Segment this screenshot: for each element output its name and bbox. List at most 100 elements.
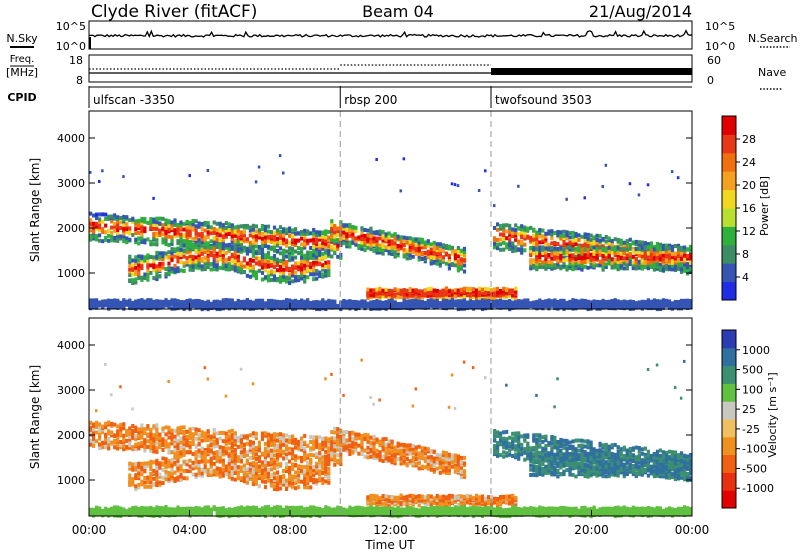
echo-cell xyxy=(122,447,126,452)
echo-cell xyxy=(661,298,665,303)
echo-cell xyxy=(586,257,590,262)
echo-cell xyxy=(453,256,457,261)
echo-cell xyxy=(236,262,240,267)
echo-cell xyxy=(263,304,268,308)
echo-cell xyxy=(619,247,623,252)
echo-cell xyxy=(327,301,331,306)
echo-cell xyxy=(282,255,286,260)
echo-cell xyxy=(242,300,246,305)
echo-cell xyxy=(254,261,258,266)
echo-cell xyxy=(312,231,316,236)
echo-cell xyxy=(339,233,343,238)
echo-cell xyxy=(188,430,192,435)
echo-cell xyxy=(285,265,289,270)
echo-cell xyxy=(185,225,189,230)
echo-cell xyxy=(625,239,629,244)
echo-cell xyxy=(676,300,681,304)
echo-cell xyxy=(547,263,551,268)
echo-cell xyxy=(116,228,120,232)
echo-cell xyxy=(137,482,141,487)
echo-cell xyxy=(453,253,457,258)
echo-cell xyxy=(251,258,255,263)
echo-cell xyxy=(607,245,611,250)
echo-cell xyxy=(387,239,391,244)
echo-cell xyxy=(480,303,485,308)
echo-cell xyxy=(116,438,120,442)
echo-cell xyxy=(282,241,286,246)
echo-cell xyxy=(128,464,132,468)
echo-cell xyxy=(541,260,545,265)
echo-cell xyxy=(613,263,617,268)
echo-cell xyxy=(315,259,319,264)
colorbar-tick-label: 8 xyxy=(742,248,749,261)
echo-cell xyxy=(381,294,385,299)
echo-cell xyxy=(372,248,376,253)
echo-cell xyxy=(230,246,234,251)
echo-cell xyxy=(152,226,156,231)
echo-cell xyxy=(303,253,307,258)
colorbar-swatch xyxy=(722,189,736,209)
echo-cell xyxy=(230,252,234,257)
echo-cell xyxy=(155,446,159,451)
echo-cell xyxy=(508,223,512,228)
echo-cell xyxy=(604,256,608,261)
echo-cell xyxy=(107,446,111,451)
colorbar-tick-label: 12 xyxy=(742,225,756,238)
echo-cell xyxy=(646,247,650,252)
echo-cell xyxy=(318,234,322,239)
echo-cell xyxy=(92,229,96,234)
echo-cell xyxy=(628,258,632,263)
echo-cell xyxy=(396,234,400,239)
echo-cell xyxy=(176,269,180,274)
echo-cell xyxy=(173,479,177,483)
echo-cell xyxy=(137,236,141,241)
echo-cell xyxy=(538,248,542,253)
echo-cell xyxy=(257,228,261,233)
echo-cell xyxy=(263,224,268,229)
echo-cell xyxy=(170,507,174,512)
echo-cell xyxy=(505,242,509,247)
echo-cell xyxy=(92,439,96,444)
echo-cell xyxy=(236,224,240,229)
velocity-data xyxy=(89,318,693,519)
echo-cell xyxy=(128,218,132,223)
echo-cell xyxy=(263,261,268,266)
echo-cell xyxy=(592,239,596,244)
echo-cell xyxy=(215,305,219,310)
echo-cell xyxy=(215,267,219,272)
echo-cell xyxy=(161,447,165,452)
echo-cell xyxy=(245,298,249,302)
echo-cell xyxy=(378,294,382,299)
echo-cell xyxy=(435,255,439,260)
echo-cell xyxy=(625,256,629,261)
echo-cell xyxy=(272,265,277,269)
echo-cell xyxy=(101,219,105,224)
echo-cell xyxy=(321,255,325,260)
echo-cell-sparse xyxy=(565,197,568,201)
echo-cell xyxy=(125,240,129,245)
echo-cell xyxy=(526,298,530,303)
cpid-label: CPID xyxy=(7,91,36,104)
echo-cell xyxy=(514,245,518,250)
echo-cell xyxy=(251,238,255,243)
echo-cell xyxy=(637,249,641,254)
echo-cell xyxy=(393,254,397,259)
echo-cell xyxy=(140,298,144,303)
echo-cell xyxy=(619,260,623,265)
echo-cell xyxy=(441,257,445,262)
echo-cell xyxy=(176,438,180,443)
echo-cell xyxy=(167,300,171,305)
echo-cell xyxy=(134,240,138,245)
echo-cell xyxy=(143,461,147,466)
echo-cell xyxy=(285,275,289,280)
echo-cell xyxy=(613,250,617,255)
echo-cell xyxy=(399,246,403,251)
echo-cell xyxy=(104,424,108,429)
echo-cell xyxy=(649,244,653,249)
echo-cell xyxy=(312,300,316,305)
echo-cell xyxy=(499,242,503,247)
echo-cell xyxy=(164,218,168,223)
echo-cell xyxy=(185,247,189,252)
echo-cell xyxy=(679,305,684,309)
echo-cell xyxy=(649,260,653,265)
